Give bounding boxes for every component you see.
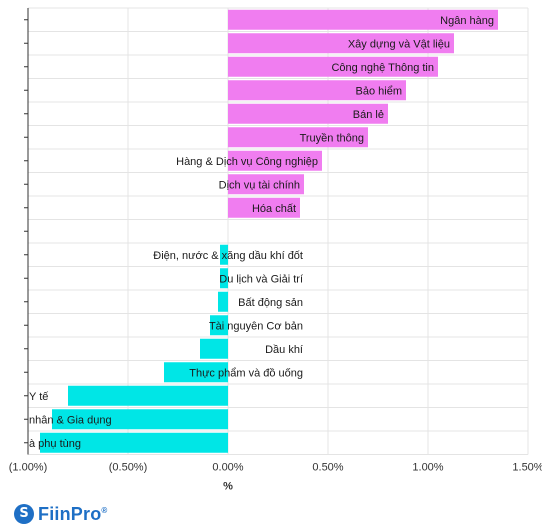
bar-label: Xây dựng và Vật liệu bbox=[348, 38, 450, 50]
x-tick-label: 0.00% bbox=[212, 462, 243, 474]
bar bbox=[220, 268, 228, 289]
bar bbox=[210, 315, 228, 336]
bar-label: Y tế bbox=[29, 391, 48, 403]
bar-label: Dầu khí bbox=[265, 344, 303, 356]
bar-label: Hóa chất bbox=[252, 203, 296, 215]
bar bbox=[200, 338, 228, 359]
bar-label: Dịch vụ tài chính bbox=[219, 179, 300, 191]
x-axis-title: % bbox=[223, 481, 233, 493]
bar bbox=[228, 56, 438, 77]
x-tick-label: 1.50% bbox=[512, 462, 542, 474]
bar-label: Bán lẻ bbox=[353, 109, 384, 121]
bar-label: Truyền thông bbox=[300, 132, 364, 144]
x-axis: (1.00%) (0.50%) 0.00% 0.50% 1.00% 1.50% bbox=[9, 8, 542, 474]
grid-lines bbox=[27, 7, 529, 455]
bar-label: Công nghệ Thông tin bbox=[331, 62, 434, 74]
bar-label: Ngân hàng bbox=[440, 15, 494, 27]
bars-group bbox=[40, 9, 498, 453]
bar bbox=[220, 244, 228, 265]
bar-label: Du lịch và Giải trí bbox=[219, 273, 303, 285]
bar-chart: Ngân hàng Xây dựng và Vật liệu Công nghệ T… bbox=[9, 7, 542, 493]
brand-name: FiinPro® bbox=[38, 503, 108, 524]
bar-label: Thực phẩm và đồ uống bbox=[189, 367, 303, 379]
bar-label: à phụ tùng bbox=[29, 438, 81, 450]
bar bbox=[228, 9, 498, 30]
bar-label: Điện, nước & xăng dầu khí đốt bbox=[153, 250, 303, 262]
bar bbox=[228, 197, 300, 218]
fiinpro-logo-icon: S bbox=[14, 504, 34, 524]
bar bbox=[228, 103, 388, 124]
bar-labels-group: Ngân hàng Xây dựng và Vật liệu Công nghệ T… bbox=[29, 15, 494, 450]
bar bbox=[40, 432, 228, 453]
bar bbox=[228, 127, 368, 148]
x-tick-label: 1.00% bbox=[412, 462, 443, 474]
bar bbox=[218, 291, 228, 312]
bar bbox=[228, 33, 454, 54]
x-tick-label: 0.50% bbox=[312, 462, 343, 474]
bar bbox=[228, 80, 406, 101]
x-tick-label: (0.50%) bbox=[109, 462, 148, 474]
bar bbox=[164, 362, 228, 383]
bar-label: Tài nguyên Cơ bản bbox=[209, 320, 303, 332]
bar-label: nhân & Gia dụng bbox=[29, 414, 112, 426]
bar-label: Bảo hiểm bbox=[356, 85, 402, 97]
bar bbox=[228, 150, 322, 171]
x-tick-label: (1.00%) bbox=[9, 462, 48, 474]
bar-label: Bất động sản bbox=[238, 297, 303, 309]
brand-logo: S FiinPro® bbox=[14, 503, 108, 525]
bar bbox=[228, 174, 304, 195]
bar bbox=[52, 409, 228, 430]
bar bbox=[68, 385, 228, 406]
bar-label: Hàng & Dịch vụ Công nghiệp bbox=[176, 156, 318, 168]
